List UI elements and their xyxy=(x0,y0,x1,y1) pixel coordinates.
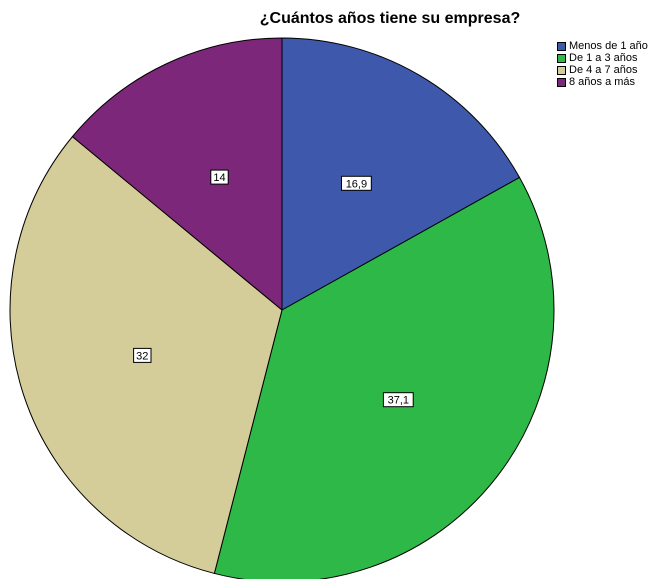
legend-item-de-1-a-3-anos: De 1 a 3 años xyxy=(557,53,648,64)
legend-swatch xyxy=(557,54,566,63)
data-label-box xyxy=(382,392,414,408)
data-labels: 16,9 37,1 32 14 xyxy=(133,169,414,408)
legend-label: Menos de 1 año xyxy=(569,40,648,52)
data-label-text: 37,1 xyxy=(388,395,409,407)
pie-slice-menos-de-1-ano xyxy=(281,37,521,311)
legend-item-menos-de-1-ano: Menos de 1 año xyxy=(557,41,648,52)
data-label-box xyxy=(341,175,372,191)
chart-title: ¿Cuántos años tiene su empresa? xyxy=(259,10,521,27)
pie-slice-8-anos-a-mas xyxy=(71,37,283,312)
data-label-8-anos-a-mas: 14 xyxy=(210,169,229,185)
legend-swatch xyxy=(557,66,566,75)
legend: Menos de 1 año De 1 a 3 años De 4 a 7 años… xyxy=(557,41,648,89)
legend-item-8-anos-a-mas: 8 años a más xyxy=(557,77,648,88)
data-label-box xyxy=(210,169,229,185)
pie-slices xyxy=(9,37,555,579)
legend-swatch xyxy=(557,78,566,87)
legend-label: 8 años a más xyxy=(569,76,636,88)
data-label-de-4-a-7-anos: 32 xyxy=(133,347,152,363)
legend-label: De 1 a 3 años xyxy=(569,52,638,64)
legend-swatch xyxy=(557,42,566,51)
data-label-text: 16,9 xyxy=(346,178,367,190)
data-label-menos-de-1-ano: 16,9 xyxy=(341,175,372,191)
legend-item-de-4-a-7-anos: De 4 a 7 años xyxy=(557,65,648,76)
data-label-box xyxy=(133,347,152,363)
pie-slice-de-1-a-3-anos xyxy=(213,176,555,579)
legend-label: De 4 a 7 años xyxy=(569,64,638,76)
data-label-text: 14 xyxy=(213,172,225,184)
data-label-text: 32 xyxy=(136,350,148,362)
data-label-de-1-a-3-anos: 37,1 xyxy=(382,392,414,408)
